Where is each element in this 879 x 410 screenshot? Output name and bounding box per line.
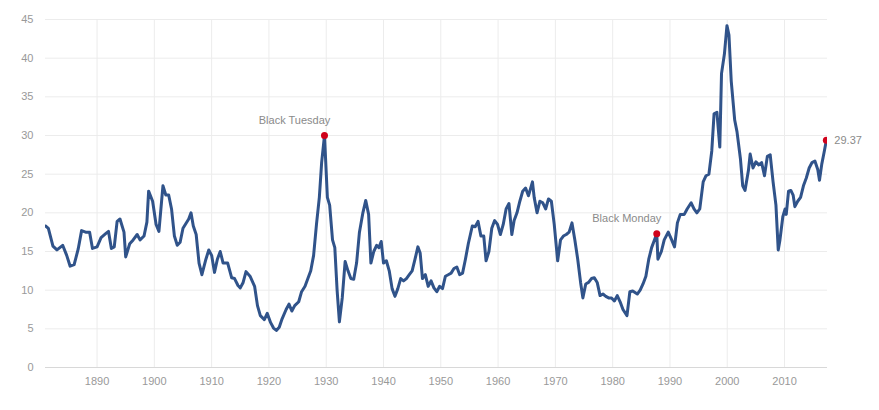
svg-text:30: 30 bbox=[21, 129, 33, 141]
svg-text:2000: 2000 bbox=[715, 375, 739, 387]
svg-text:0: 0 bbox=[27, 361, 33, 373]
svg-text:1950: 1950 bbox=[429, 375, 453, 387]
svg-text:20: 20 bbox=[21, 206, 33, 218]
svg-text:35: 35 bbox=[21, 90, 33, 102]
svg-text:5: 5 bbox=[27, 322, 33, 334]
svg-text:25: 25 bbox=[21, 168, 33, 180]
svg-text:1910: 1910 bbox=[199, 375, 223, 387]
svg-text:1900: 1900 bbox=[142, 375, 166, 387]
svg-text:10: 10 bbox=[21, 284, 33, 296]
svg-text:15: 15 bbox=[21, 245, 33, 257]
svg-text:1920: 1920 bbox=[257, 375, 281, 387]
svg-text:1960: 1960 bbox=[486, 375, 510, 387]
svg-text:2010: 2010 bbox=[772, 375, 796, 387]
svg-text:1940: 1940 bbox=[371, 375, 395, 387]
svg-text:Black Monday: Black Monday bbox=[592, 212, 662, 224]
svg-text:1970: 1970 bbox=[543, 375, 567, 387]
svg-text:45: 45 bbox=[21, 13, 33, 25]
svg-text:1990: 1990 bbox=[658, 375, 682, 387]
svg-text:1930: 1930 bbox=[314, 375, 338, 387]
svg-text:1980: 1980 bbox=[600, 375, 624, 387]
svg-text:Black Tuesday: Black Tuesday bbox=[259, 114, 331, 126]
svg-text:29.37: 29.37 bbox=[834, 134, 862, 146]
svg-text:40: 40 bbox=[21, 52, 33, 64]
svg-text:1890: 1890 bbox=[85, 375, 109, 387]
